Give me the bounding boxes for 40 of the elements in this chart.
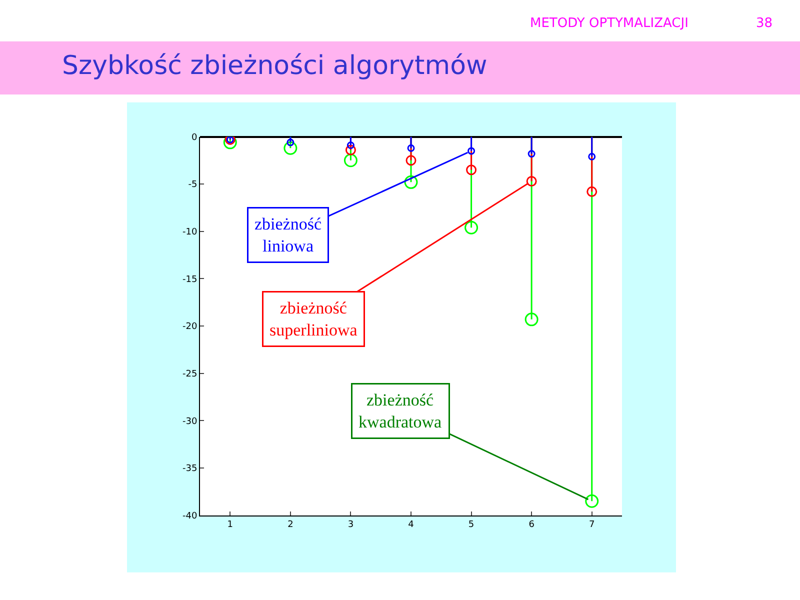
point xyxy=(464,220,478,234)
point xyxy=(524,312,538,326)
y-tick-label: -15 xyxy=(182,274,198,285)
y-tick-label: -35 xyxy=(182,464,198,474)
y-tick-label: -30 xyxy=(182,416,198,427)
annotation: zbieżność liniowa xyxy=(254,214,322,256)
y-tick-label: 0 xyxy=(191,132,198,143)
x-tick-label: 7 xyxy=(588,520,595,530)
text: 38 xyxy=(756,16,773,31)
x-tick-label: 6 xyxy=(528,520,535,530)
y-tick-label: -40 xyxy=(182,512,198,522)
point xyxy=(346,142,354,150)
y-tick-label: -5 xyxy=(188,180,198,190)
point xyxy=(284,141,298,155)
point xyxy=(466,164,477,176)
point xyxy=(588,152,596,160)
point xyxy=(528,150,536,158)
text: METODY OPTYMALIZACJI xyxy=(530,16,688,31)
point xyxy=(406,155,416,166)
chart-title: Szybkość zbieżności algorytmów xyxy=(62,51,488,82)
point xyxy=(345,144,356,156)
point xyxy=(404,175,418,189)
point xyxy=(286,138,294,146)
x-tick-label: 5 xyxy=(468,520,474,530)
x-tick-label: 3 xyxy=(348,520,354,530)
point xyxy=(586,186,598,197)
x-tick-label: 1 xyxy=(227,520,234,530)
x-tick-label: 4 xyxy=(408,520,414,530)
point xyxy=(526,176,537,186)
y-tick-label: -20 xyxy=(182,322,198,332)
annotation: zbieżność kwadratowa xyxy=(358,390,442,432)
y-tick-label: -25 xyxy=(182,370,198,380)
point xyxy=(407,144,415,152)
point xyxy=(585,494,599,508)
x-tick-label: 2 xyxy=(288,520,294,530)
point xyxy=(223,136,237,150)
point xyxy=(468,147,476,155)
y-tick-label: -10 xyxy=(182,228,198,238)
annotation: zbieżność superliniowa xyxy=(270,298,358,340)
point xyxy=(344,154,358,168)
